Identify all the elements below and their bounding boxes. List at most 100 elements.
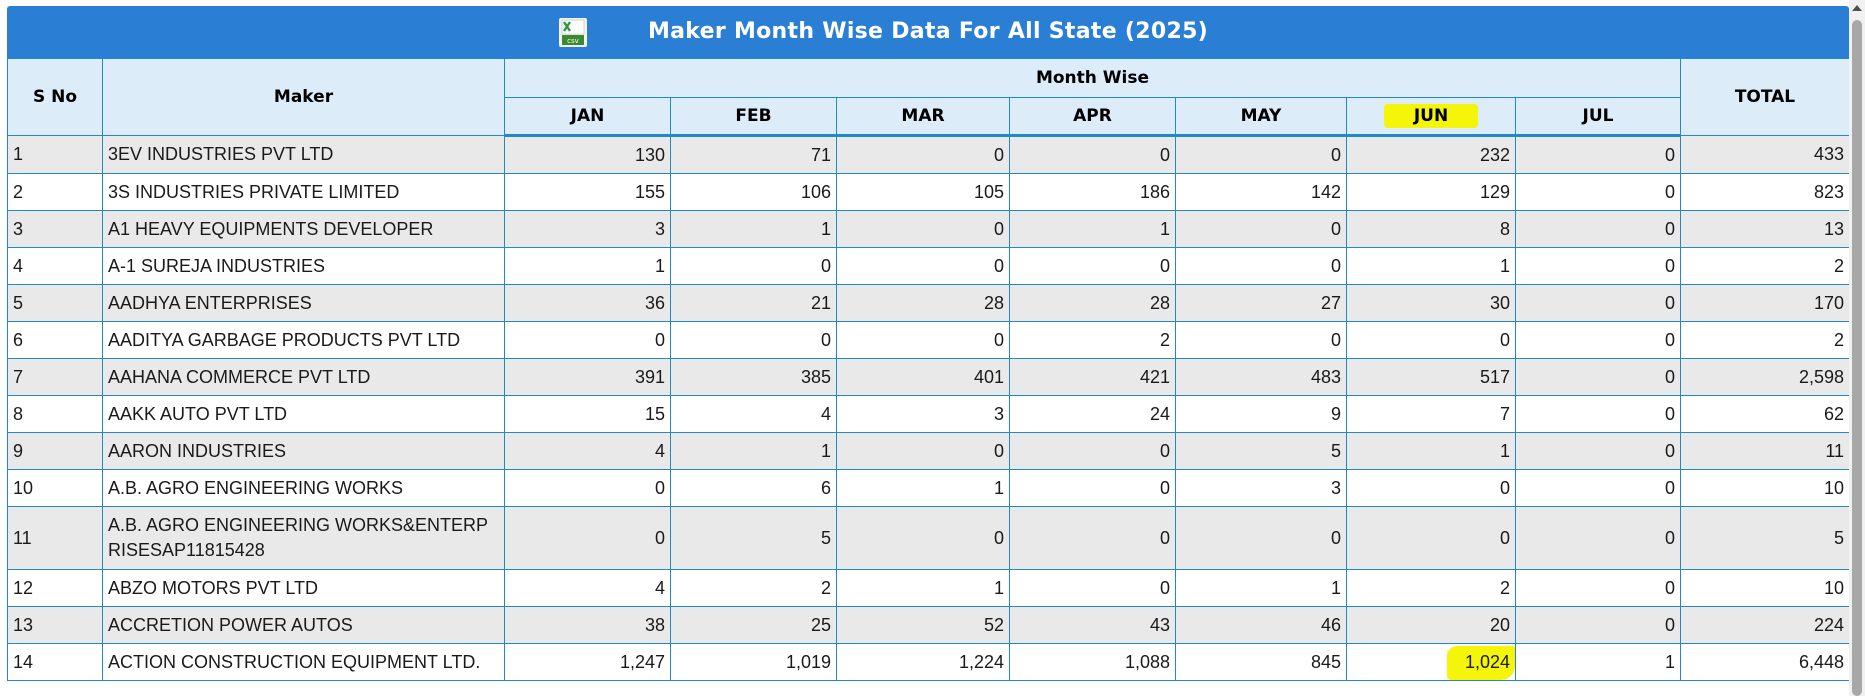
scroll-thumb[interactable]: [1852, 20, 1862, 696]
highlight-mark: [1447, 646, 1515, 680]
cell-apr: 421: [1009, 358, 1176, 396]
cell-jul: 0: [1515, 606, 1681, 644]
table-row: 4 A-1 SUREJA INDUSTRIES 1 0 0 0 0 1 0 2: [7, 247, 1849, 285]
column-header-mar[interactable]: MAR: [836, 97, 1010, 137]
cell-maker: ACTION CONSTRUCTION EQUIPMENT LTD.: [102, 643, 505, 681]
cell-jul: 0: [1515, 210, 1681, 248]
cell-jan: 0: [504, 506, 671, 570]
cell-sno: 4: [7, 247, 103, 285]
cell-feb: 6: [670, 469, 837, 507]
column-group-month-wise: Month Wise: [504, 58, 1681, 98]
column-header-feb[interactable]: FEB: [670, 97, 837, 137]
table-row: 14 ACTION CONSTRUCTION EQUIPMENT LTD. 1,24…: [7, 643, 1849, 681]
column-header-maker[interactable]: Maker: [102, 58, 505, 136]
table-row: 9 AARON INDUSTRIES 4 1 0 0 5 1 0 11: [7, 432, 1849, 470]
cell-mar: 1: [836, 469, 1010, 507]
cell-maker: AAKK AUTO PVT LTD: [102, 395, 505, 433]
cell-apr: 0: [1009, 432, 1176, 470]
table-row: 8 AAKK AUTO PVT LTD 15 4 3 24 9 7 0 62: [7, 395, 1849, 433]
cell-sno: 1: [7, 135, 103, 174]
cell-apr: 0: [1009, 135, 1176, 174]
cell-maker: A1 HEAVY EQUIPMENTS DEVELOPER: [102, 210, 505, 248]
excel-csv-icon[interactable]: csv: [559, 18, 587, 47]
cell-jan: 4: [504, 432, 671, 470]
cell-mar: 52: [836, 606, 1010, 644]
table-row: 10 A.B. AGRO ENGINEERING WORKS 0 6 1 0 3 0 0 10: [7, 469, 1849, 507]
cell-jul: 1: [1515, 643, 1681, 681]
cell-mar: 0: [836, 321, 1010, 359]
column-header-apr[interactable]: APR: [1009, 97, 1176, 137]
cell-sno: 8: [7, 395, 103, 433]
cell-jan: 391: [504, 358, 671, 396]
cell-total: 10: [1680, 469, 1849, 507]
column-header-may[interactable]: MAY: [1175, 97, 1347, 137]
cell-feb: 106: [670, 173, 837, 211]
table-row: 13 ACCRETION POWER AUTOS 38 25 52 43 46 20 0 224: [7, 606, 1849, 644]
cell-sno: 2: [7, 173, 103, 211]
cell-feb: 0: [670, 247, 837, 285]
table-row: 3 A1 HEAVY EQUIPMENTS DEVELOPER 3 1 0 1 0 8 0 13: [7, 210, 1849, 248]
cell-jan: 130: [504, 135, 671, 174]
column-header-total[interactable]: TOTAL: [1680, 58, 1849, 136]
cell-feb: 385: [670, 358, 837, 396]
cell-apr: 2: [1009, 321, 1176, 359]
cell-total: 10: [1680, 569, 1849, 607]
month-label: MAR: [901, 106, 945, 126]
page-title: Maker Month Wise Data For All State (202…: [647, 19, 1209, 44]
cell-feb: 5: [670, 506, 837, 570]
table-row: 2 3S INDUSTRIES PRIVATE LIMITED 155 106 105 1…: [7, 173, 1849, 211]
cell-mar: 401: [836, 358, 1010, 396]
column-header-jul[interactable]: JUL: [1515, 97, 1681, 137]
cell-sno: 13: [7, 606, 103, 644]
cell-feb: 21: [670, 284, 837, 322]
cell-jul: 0: [1515, 284, 1681, 322]
panel-header: csv Maker Month Wise Data For All State …: [7, 6, 1849, 58]
cell-apr: 28: [1009, 284, 1176, 322]
cell-maker: ABZO MOTORS PVT LTD: [102, 569, 505, 607]
cell-jun: 20: [1346, 606, 1516, 644]
cell-jun: 517: [1346, 358, 1516, 396]
cell-jan: 15: [504, 395, 671, 433]
cell-sno: 14: [7, 643, 103, 681]
month-label: MAY: [1240, 106, 1282, 126]
cell-may: 9: [1175, 395, 1347, 433]
cell-jun: 129: [1346, 173, 1516, 211]
column-header-sno[interactable]: S No: [7, 58, 103, 136]
table-row: 12 ABZO MOTORS PVT LTD 4 2 1 0 1 2 0 10: [7, 569, 1849, 607]
cell-jul: 0: [1515, 247, 1681, 285]
cell-jan: 4: [504, 569, 671, 607]
month-label: APR: [1073, 106, 1112, 126]
cell-feb: 1: [670, 432, 837, 470]
cell-may: 5: [1175, 432, 1347, 470]
cell-maker: AADHYA ENTERPRISES: [102, 284, 505, 322]
cell-sno: 6: [7, 321, 103, 359]
vertical-scrollbar[interactable]: [1849, 0, 1865, 696]
cell-mar: 0: [836, 135, 1010, 174]
cell-mar: 0: [836, 506, 1010, 570]
cell-feb: 1,019: [670, 643, 837, 681]
cell-total: 2,598: [1680, 358, 1849, 396]
cell-maker: ACCRETION POWER AUTOS: [102, 606, 505, 644]
cell-total: 62: [1680, 395, 1849, 433]
cell-sno: 10: [7, 469, 103, 507]
scroll-up-arrow-icon[interactable]: [1852, 5, 1862, 11]
cell-jul: 0: [1515, 469, 1681, 507]
cell-total: 823: [1680, 173, 1849, 211]
cell-apr: 0: [1009, 569, 1176, 607]
cell-may: 0: [1175, 247, 1347, 285]
cell-total: 2: [1680, 247, 1849, 285]
cell-jul: 0: [1515, 432, 1681, 470]
cell-mar: 0: [836, 247, 1010, 285]
cell-may: 483: [1175, 358, 1347, 396]
cell-feb: 1: [670, 210, 837, 248]
maker-data-table: S No Maker Month Wise TOTAL JAN FEB MAR APR…: [7, 58, 1849, 681]
maker-month-wise-panel: csv Maker Month Wise Data For All State …: [7, 6, 1849, 696]
column-header-jan[interactable]: JAN: [504, 97, 671, 137]
cell-sno: 11: [7, 506, 103, 570]
cell-may: 0: [1175, 210, 1347, 248]
cell-apr: 0: [1009, 469, 1176, 507]
cell-maker: A.B. AGRO ENGINEERING WORKS: [102, 469, 505, 507]
column-header-jun[interactable]: JUN: [1346, 97, 1516, 137]
cell-maker: A.B. AGRO ENGINEERING WORKS&ENTERP RISES…: [102, 506, 505, 570]
cell-jun: 30: [1346, 284, 1516, 322]
